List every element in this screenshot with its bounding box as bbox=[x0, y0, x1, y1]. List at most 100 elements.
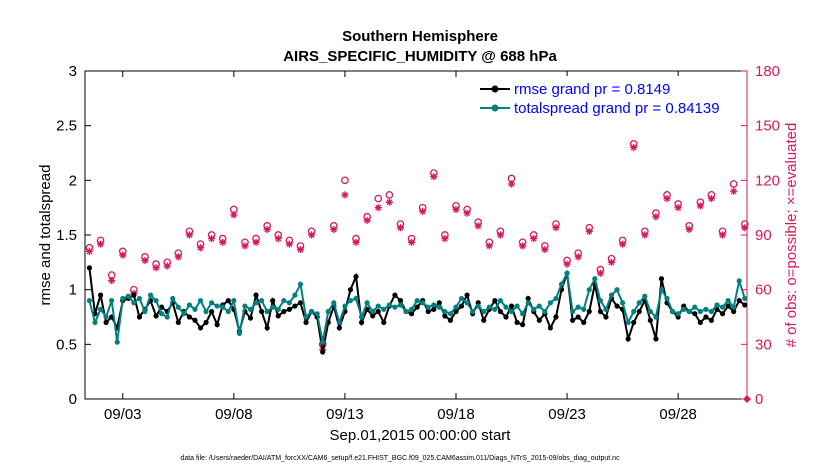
rmse-point bbox=[636, 308, 642, 315]
totalspread-point bbox=[103, 314, 109, 320]
obs-evaluated-point bbox=[741, 224, 749, 232]
totalspread-point bbox=[486, 304, 492, 310]
rmse-point bbox=[381, 319, 387, 326]
rmse-point bbox=[575, 314, 581, 320]
totalspread-point bbox=[542, 308, 548, 315]
totalspread-point bbox=[614, 287, 620, 293]
totalspread-point bbox=[164, 314, 170, 320]
rmse-point bbox=[442, 313, 448, 319]
rmse-point bbox=[492, 298, 498, 304]
rmse-point bbox=[697, 319, 703, 326]
totalspread-point bbox=[619, 300, 626, 306]
rmse-point bbox=[497, 308, 504, 315]
rmse-point bbox=[186, 314, 193, 320]
totalspread-point bbox=[236, 330, 242, 336]
rmse-point bbox=[658, 276, 665, 282]
legend: rmse grand pr = 0.8149 totalspread grand… bbox=[474, 76, 744, 118]
rmse-point bbox=[481, 317, 487, 323]
rmse-point bbox=[153, 313, 159, 319]
obs-evaluated-point bbox=[185, 231, 194, 239]
rmse-point bbox=[425, 308, 431, 315]
totalspread-point bbox=[153, 298, 159, 304]
right-tick-label: 90 bbox=[755, 227, 772, 244]
totalspread-point bbox=[658, 287, 665, 293]
obs-evaluated-point bbox=[330, 225, 338, 234]
rmse-point bbox=[197, 325, 204, 331]
obs-evaluated-point bbox=[374, 204, 382, 212]
obs-evaluated-point bbox=[341, 191, 349, 199]
totalspread-point bbox=[692, 304, 698, 310]
rmse-point bbox=[353, 273, 359, 280]
totalspread-point bbox=[142, 308, 148, 315]
totalspread-point bbox=[325, 308, 331, 315]
totalspread-point bbox=[286, 300, 292, 306]
totalspread-point bbox=[92, 319, 98, 326]
left-tick-label: 3 bbox=[69, 63, 77, 80]
rmse-point bbox=[375, 308, 381, 315]
totalspread-point bbox=[259, 298, 265, 304]
obs-evaluated-point bbox=[618, 240, 627, 248]
totalspread-point bbox=[242, 303, 248, 309]
chart-title: Southern Hemisphere bbox=[342, 28, 498, 45]
totalspread-point bbox=[270, 304, 276, 310]
totalspread-point bbox=[442, 308, 448, 315]
rmse-point bbox=[270, 298, 276, 304]
totalspread-point bbox=[586, 287, 592, 293]
totalspread-point bbox=[181, 311, 187, 317]
totalspread-point bbox=[375, 303, 381, 309]
totalspread-point bbox=[514, 303, 520, 309]
totalspread-point bbox=[175, 304, 181, 310]
totalspread-point bbox=[303, 314, 309, 320]
rmse-point bbox=[603, 314, 609, 320]
rmse-point bbox=[742, 302, 748, 308]
rmse-point bbox=[647, 317, 653, 323]
obs-evaluated-point bbox=[730, 187, 738, 195]
rmse-point bbox=[431, 306, 437, 312]
rmse-point bbox=[203, 319, 209, 326]
totalspread-point bbox=[742, 295, 748, 302]
totalspread-point bbox=[642, 293, 648, 299]
totalspread-point bbox=[708, 308, 715, 315]
obs-evaluated-point bbox=[252, 238, 260, 246]
rmse-point bbox=[370, 313, 376, 319]
left-tick-label: 2 bbox=[69, 172, 77, 189]
obs-possible-point bbox=[341, 176, 349, 185]
rmse-point bbox=[264, 325, 270, 331]
rmse-point bbox=[731, 308, 737, 315]
rmse-point bbox=[464, 292, 470, 298]
totalspread-point bbox=[397, 302, 404, 308]
right-tick-label: 180 bbox=[755, 63, 780, 80]
rmse-point bbox=[553, 314, 559, 320]
totalspread-point bbox=[508, 308, 515, 315]
obs-evaluated-point bbox=[396, 224, 405, 232]
right-tick-label: 150 bbox=[755, 118, 780, 135]
totalspread-point bbox=[564, 270, 570, 276]
obs-evaluated-point bbox=[230, 211, 238, 219]
x-tick-label: 09/13 bbox=[326, 406, 364, 423]
x-tick-label: 09/28 bbox=[659, 406, 697, 423]
rmse-point bbox=[97, 292, 104, 298]
rmse-point bbox=[597, 308, 603, 315]
rmse-point bbox=[514, 319, 520, 326]
totalspread-point bbox=[364, 300, 370, 306]
x-tick-label: 09/08 bbox=[215, 406, 253, 423]
totalspread-point bbox=[192, 306, 198, 312]
obs-evaluated-point bbox=[474, 222, 482, 230]
totalspread-point bbox=[714, 302, 720, 308]
totalspread-point bbox=[414, 298, 420, 304]
obs-evaluated-point bbox=[119, 251, 127, 259]
obs-evaluated-point bbox=[152, 264, 160, 272]
obs-evaluated-point bbox=[163, 262, 171, 270]
obs-evaluated-point bbox=[363, 216, 371, 225]
rmse-point bbox=[225, 298, 231, 304]
obs-evaluated-point bbox=[496, 231, 505, 239]
rmse-point bbox=[547, 325, 553, 331]
rmse-point bbox=[525, 295, 531, 302]
totalspread-point bbox=[214, 303, 220, 309]
rmse-point bbox=[520, 322, 526, 328]
rmse-point bbox=[692, 311, 698, 317]
totalspread-point bbox=[736, 278, 742, 284]
totalspread-point bbox=[492, 306, 498, 312]
